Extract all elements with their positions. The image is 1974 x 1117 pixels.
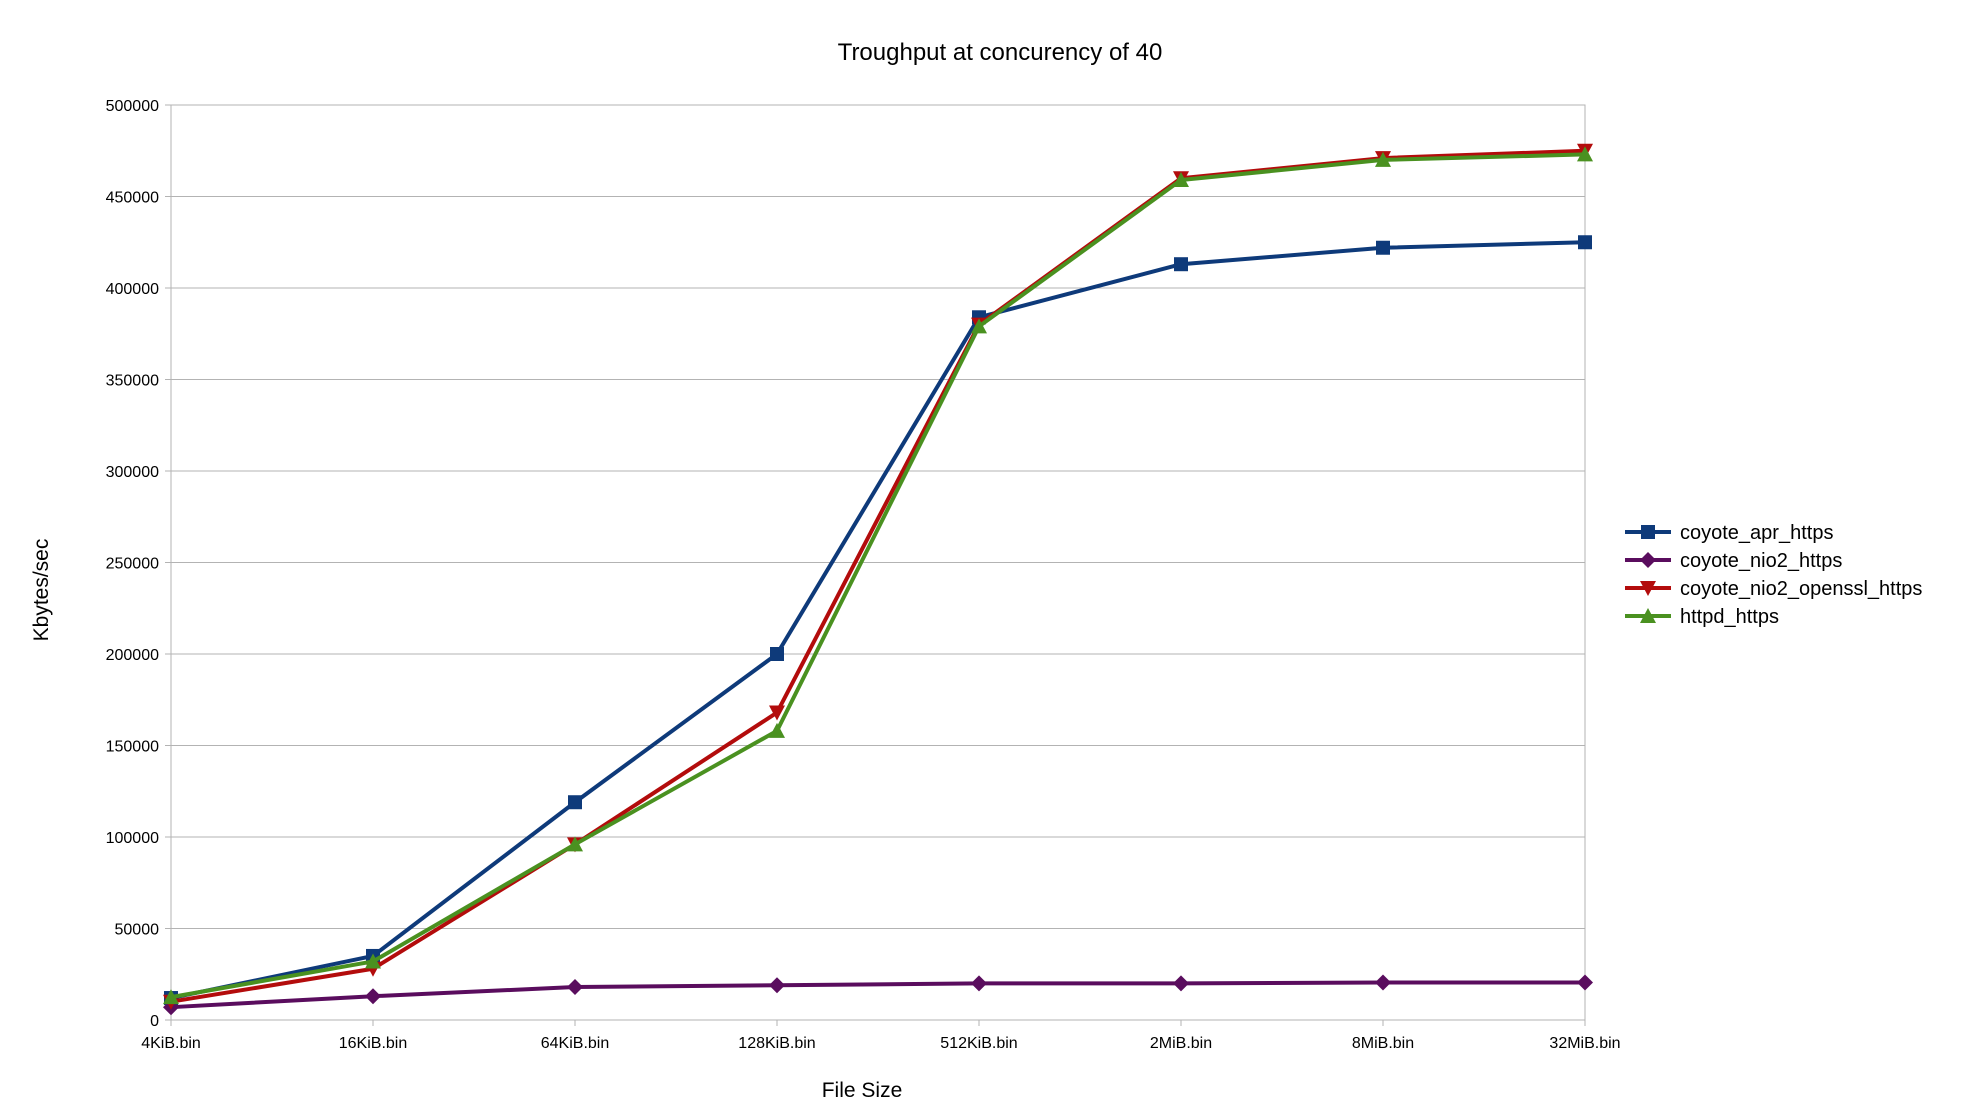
series-line-coyote_nio2_openssl_https (169, 148, 1587, 1004)
series-line-httpd_https (169, 152, 1587, 1000)
axes: 0 50000 100000 150000 200000 250000 300000 3500… (106, 98, 1621, 1052)
legend-item-httpd_https: httpd_https (1625, 606, 1779, 628)
legend-item-coyote_nio2_https: coyote_nio2_https (1625, 550, 1842, 572)
y-tick-label: 100000 (106, 830, 159, 847)
y-tick-label: 200000 (106, 647, 159, 664)
y-tick-label: 450000 (106, 190, 159, 207)
y-tick-label: 350000 (106, 373, 159, 390)
y-axis-title: Kbytes/sec (30, 539, 53, 642)
x-tick-label: 16KiB.bin (339, 1035, 408, 1052)
y-tick-label: 250000 (106, 556, 159, 573)
data-point-httpd_https (1577, 146, 1593, 162)
y-tick-label: 300000 (106, 464, 159, 481)
legend-marker (1640, 581, 1656, 596)
data-point-coyote_nio2_https (971, 975, 987, 992)
data-point-coyote_nio2_https (1375, 974, 1391, 991)
legend-label: coyote_apr_https (1680, 522, 1833, 544)
y-tick-label: 50000 (115, 922, 160, 939)
legend-label: httpd_https (1680, 606, 1779, 628)
data-point-httpd_https (971, 318, 987, 334)
legend-marker (1641, 525, 1655, 539)
series-coyote_nio2_openssl_https (163, 143, 1593, 1010)
series-coyote_nio2_https (163, 974, 1593, 1016)
series-httpd_https (163, 146, 1593, 1005)
data-point-coyote_apr_https (568, 795, 582, 810)
y-tick-label: 500000 (106, 98, 159, 115)
x-tick-label: 64KiB.bin (541, 1035, 610, 1052)
legend-marker (1640, 608, 1656, 623)
y-tick-label: 0 (150, 1013, 159, 1030)
legend-label: coyote_nio2_openssl_https (1680, 578, 1922, 600)
data-point-coyote_apr_https (770, 647, 784, 661)
legend-label: coyote_nio2_https (1680, 550, 1842, 572)
x-tick-label: 128KiB.bin (738, 1035, 815, 1052)
legend-marker (1640, 552, 1656, 568)
data-point-coyote_apr_https (1578, 235, 1592, 250)
data-point-httpd_https (567, 836, 583, 852)
legend-item-coyote_nio2_openssl_https: coyote_nio2_openssl_https (1625, 578, 1922, 600)
x-tick-label: 32MiB.bin (1549, 1035, 1620, 1052)
series-coyote_apr_https (164, 235, 1592, 1006)
y-tick-label: 400000 (106, 281, 159, 298)
data-point-httpd_https (163, 989, 179, 1005)
series-line-coyote_nio2_https (169, 980, 1587, 1010)
data-point-httpd_https (1173, 172, 1189, 188)
chart-title: Troughput at concurency of 40 (838, 39, 1163, 66)
x-tick-label: 512KiB.bin (940, 1035, 1017, 1052)
gridlines (170, 104, 1586, 1021)
data-point-httpd_https (1375, 151, 1391, 167)
y-tick-label: 150000 (106, 739, 159, 756)
data-point-coyote_nio2_https (567, 979, 583, 996)
legend-item-coyote_apr_https: coyote_apr_https (1625, 522, 1833, 544)
legend: coyote_apr_https coyote_nio2_https coyote_… (1625, 522, 1922, 628)
data-point-coyote_nio2_https (365, 988, 381, 1005)
data-point-coyote_apr_https (1174, 257, 1188, 272)
x-tick-label: 4KiB.bin (141, 1035, 201, 1052)
series-layer (163, 143, 1593, 1016)
data-point-coyote_nio2_openssl_https (769, 705, 785, 721)
data-point-coyote_apr_https (1376, 240, 1390, 255)
x-tick-label: 8MiB.bin (1352, 1035, 1414, 1052)
data-point-coyote_nio2_https (1173, 975, 1189, 992)
x-tick-label: 2MiB.bin (1150, 1035, 1212, 1052)
data-point-httpd_https (365, 953, 381, 969)
data-point-httpd_https (769, 722, 785, 738)
data-point-coyote_nio2_https (1577, 974, 1593, 991)
data-point-coyote_nio2_https (769, 977, 785, 994)
x-axis-title: File Size (822, 1079, 903, 1102)
series-line-coyote_apr_https (169, 240, 1587, 1001)
